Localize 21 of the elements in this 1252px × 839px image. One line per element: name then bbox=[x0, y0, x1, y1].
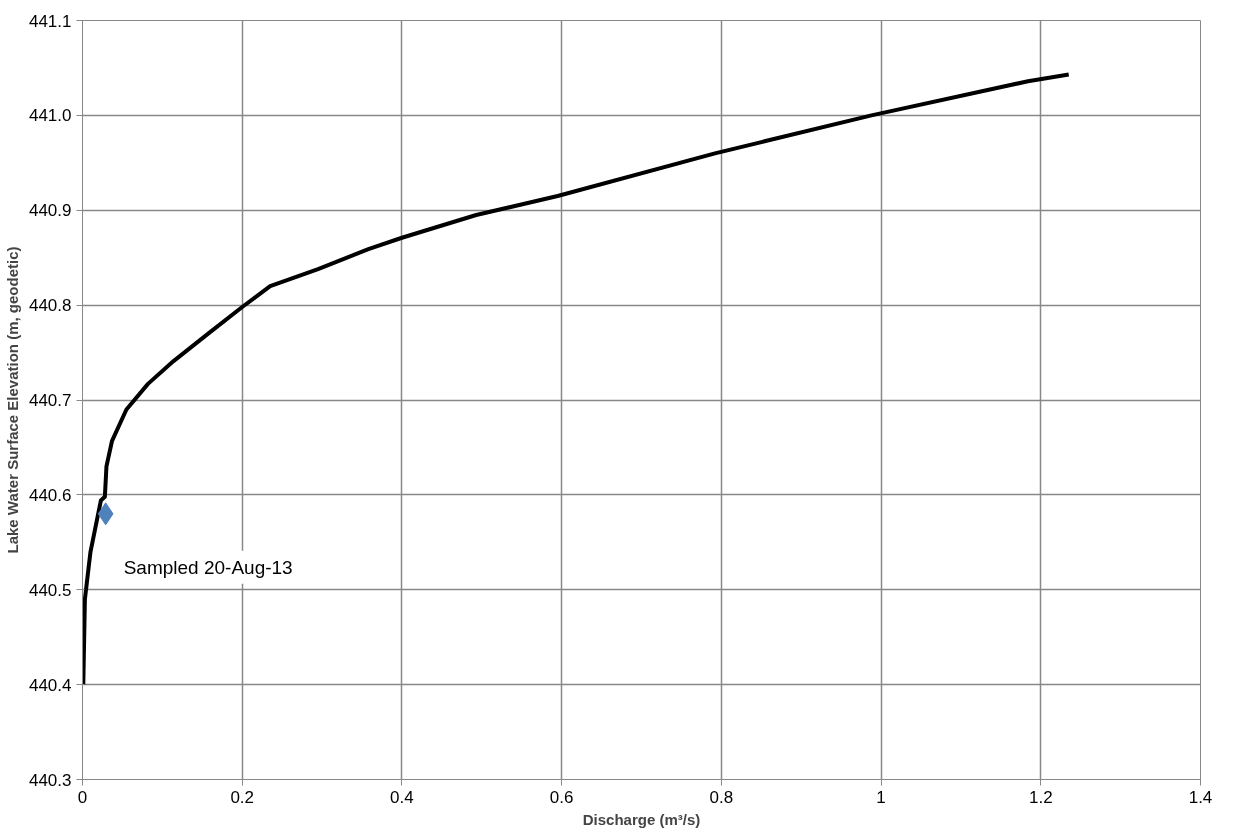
y-tick-label: 440.6 bbox=[28, 485, 72, 505]
x-tick-label: 0.6 bbox=[549, 787, 574, 807]
y-tick-label: 440.7 bbox=[28, 391, 72, 410]
x-tick-label: 0.4 bbox=[390, 787, 414, 807]
y-tick-label: 440.8 bbox=[28, 296, 72, 316]
line-series bbox=[82, 72, 1071, 687]
y-tick-label: 440.5 bbox=[28, 580, 72, 600]
x-tick-label: 1 bbox=[876, 787, 886, 807]
x-tick-label: 0.2 bbox=[230, 787, 255, 807]
y-tick-label: 441.1 bbox=[28, 11, 72, 31]
y-tick-label: 440.3 bbox=[28, 770, 72, 790]
x-tick-label: 1.2 bbox=[1028, 787, 1053, 807]
x-axis-title: Discharge (m³/s) bbox=[582, 810, 701, 828]
y-tick-label: 441.0 bbox=[28, 106, 72, 126]
y-tick-label: 440.4 bbox=[28, 675, 72, 695]
x-tick-label: 0.8 bbox=[709, 787, 734, 807]
y-tick-label: 440.9 bbox=[28, 201, 72, 221]
y-axis-title: Lake Water Surface Elevation (m, geodetic) bbox=[3, 246, 21, 554]
x-tick-label: 0 bbox=[77, 787, 88, 807]
annotation: Sampled 20-Aug-13 bbox=[123, 556, 293, 578]
x-tick-label: 1.4 bbox=[1188, 787, 1213, 807]
